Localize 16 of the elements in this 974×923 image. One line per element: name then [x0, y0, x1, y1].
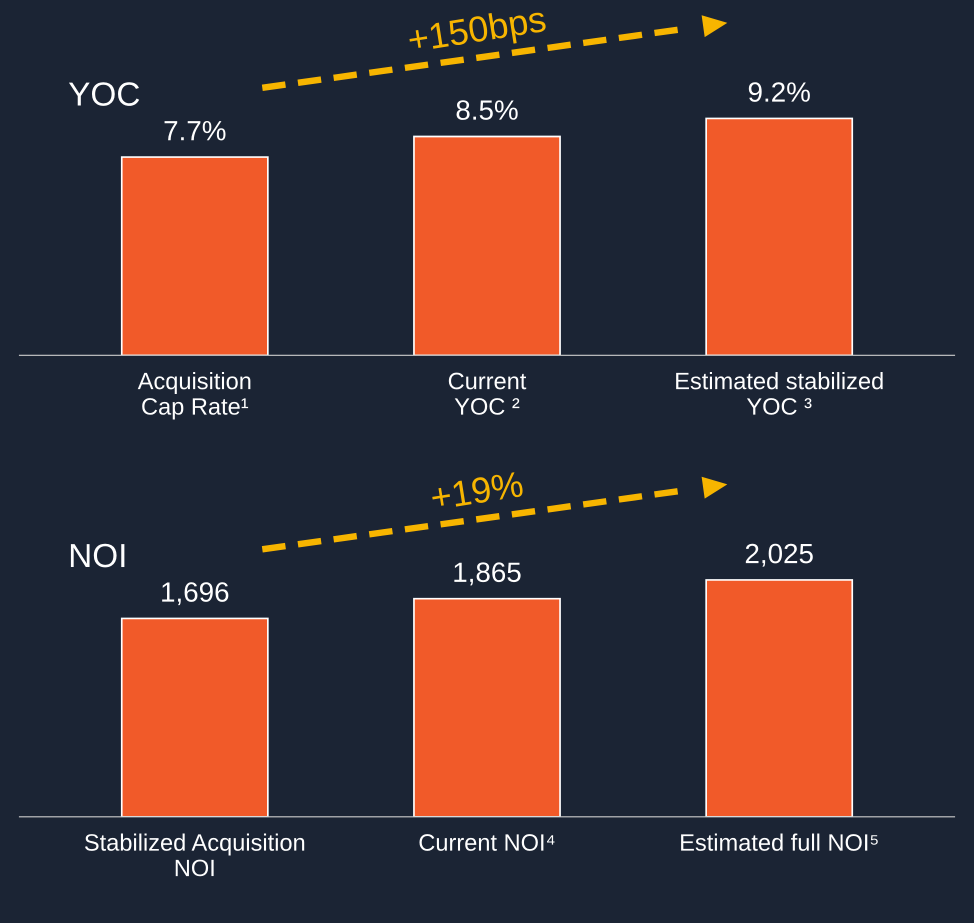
data-label: 1,696	[162, 582, 228, 606]
text: +150bps	[407, 4, 548, 60]
x-tick-label: Estimated full NOI⁵	[681, 834, 878, 851]
data-label: 8.5%	[456, 100, 518, 120]
text: +19%	[430, 471, 524, 510]
chart-title: NOI	[70, 544, 124, 568]
x-tick-label: Current YOC ²	[448, 372, 526, 415]
data-label: 2,025	[746, 544, 813, 567]
data-label: 9.2%	[748, 82, 810, 102]
x-tick-label: Current NOI⁴	[419, 834, 555, 851]
x-tick-label: Stabilized Acquisition NOI	[84, 834, 304, 876]
chart-title: YOC	[68, 82, 140, 106]
data-label: 7.7%	[164, 120, 226, 140]
x-tick-label: Acquisition Cap Rate¹	[138, 372, 250, 420]
data-label: 1,865	[454, 562, 521, 586]
x-tick-label: Estimated stabilized YOC ³	[676, 372, 883, 415]
